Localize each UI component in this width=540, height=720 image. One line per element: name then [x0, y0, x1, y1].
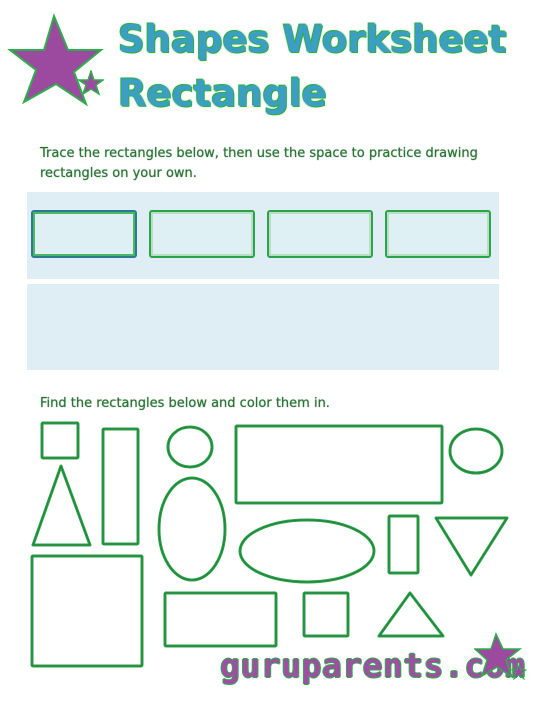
star-icon-large — [7, 12, 104, 107]
triangle-tall[interactable] — [31, 464, 92, 547]
star-icon-footer-small — [511, 664, 527, 680]
large-square[interactable] — [30, 554, 144, 668]
narrow-rectangle[interactable] — [387, 514, 420, 575]
small-circle[interactable] — [166, 425, 214, 469]
trace-panel — [27, 192, 499, 279]
trace-rectangle[interactable] — [31, 210, 137, 258]
find-instructions: Find the rectangles below and color them… — [40, 396, 330, 411]
star-icon-small — [78, 70, 104, 96]
page-title: Shapes Worksheet — [118, 18, 507, 61]
vertical-oval[interactable] — [157, 476, 227, 582]
trace-instructions-line1: Trace the rectangles below, then use the… — [40, 146, 478, 161]
brand-logo-text: guruparents.com — [220, 646, 526, 685]
practice-drawing-area[interactable] — [27, 284, 499, 370]
wide-rectangle[interactable] — [234, 424, 444, 505]
medium-rectangle[interactable] — [163, 591, 278, 648]
medium-square[interactable] — [302, 591, 350, 638]
page-subtitle: Rectangle — [118, 72, 327, 115]
trace-instructions-line2: rectangles on your own. — [40, 166, 197, 181]
small-oval[interactable] — [448, 427, 504, 475]
trace-rectangle[interactable] — [149, 210, 255, 258]
star-icon-footer-large — [474, 632, 522, 679]
inverted-triangle[interactable] — [434, 516, 509, 577]
horizontal-oval[interactable] — [238, 518, 376, 584]
trace-instructions: Trace the rectangles below, then use the… — [40, 144, 520, 184]
trace-rectangle[interactable] — [267, 210, 373, 258]
trace-rectangle[interactable] — [385, 210, 491, 258]
small-square[interactable] — [40, 421, 80, 460]
small-triangle[interactable] — [377, 591, 445, 638]
tall-rectangle[interactable] — [101, 427, 140, 546]
